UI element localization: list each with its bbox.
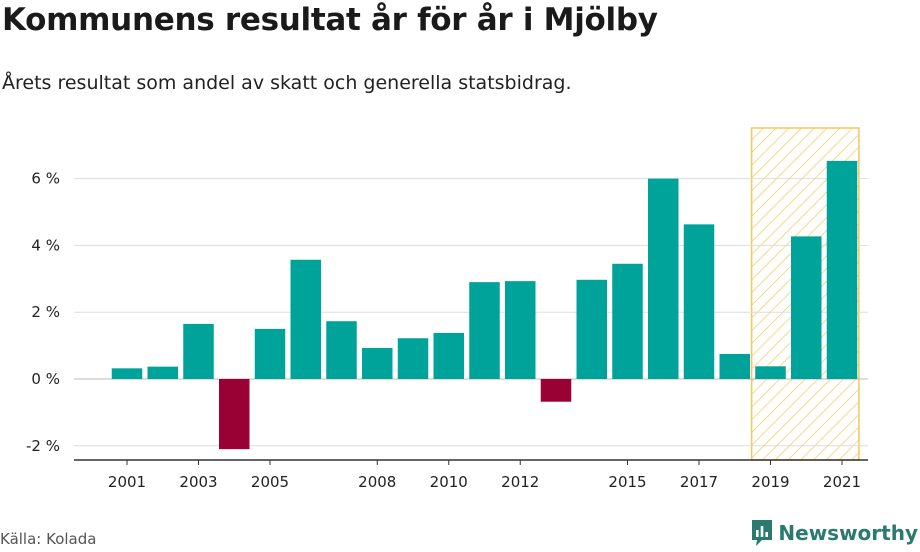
bar (683, 224, 715, 379)
bar (648, 178, 679, 379)
x-tick-label: 2021 (823, 473, 861, 491)
bar (362, 347, 393, 379)
y-tick-label: 0 % (31, 370, 60, 388)
bar (540, 379, 572, 402)
x-tick-label: 2010 (430, 473, 468, 491)
x-tick-label: 2019 (751, 473, 789, 491)
bar (397, 338, 429, 379)
y-tick-label: 2 % (31, 303, 60, 321)
chart-subtitle: Årets resultat som andel av skatt och ge… (2, 72, 572, 94)
bar (505, 281, 536, 379)
brand-name: Newsworthy (778, 521, 918, 545)
x-tick-label: 2005 (251, 473, 289, 491)
x-tick-label: 2017 (680, 473, 718, 491)
bar (219, 379, 250, 450)
newsworthy-bar-chart-icon (752, 520, 773, 546)
bar (576, 279, 607, 379)
y-tick-label: 4 % (31, 236, 60, 254)
bar (791, 236, 822, 379)
bar (469, 282, 500, 379)
x-tick-label: 2003 (179, 473, 217, 491)
bar (111, 368, 143, 379)
chart-title: Kommunens resultat år för år i Mjölby (2, 2, 658, 38)
x-tick-label: 2015 (608, 473, 646, 491)
bar (254, 328, 286, 379)
y-tick-label: -2 % (26, 437, 60, 455)
bar (826, 160, 858, 379)
y-tick-label: 6 % (31, 170, 60, 188)
x-tick-label: 2012 (501, 473, 539, 491)
bar (719, 353, 750, 379)
bar (183, 323, 214, 379)
bar (755, 366, 786, 379)
source-note: Källa: Kolada (0, 530, 97, 548)
bar (290, 259, 321, 379)
bar (612, 263, 643, 379)
bar (433, 332, 464, 379)
bar (326, 321, 357, 379)
bar (147, 366, 178, 379)
x-tick-label: 2001 (108, 473, 146, 491)
brand-logo: Newsworthy (750, 518, 918, 548)
x-tick-label: 2008 (358, 473, 396, 491)
